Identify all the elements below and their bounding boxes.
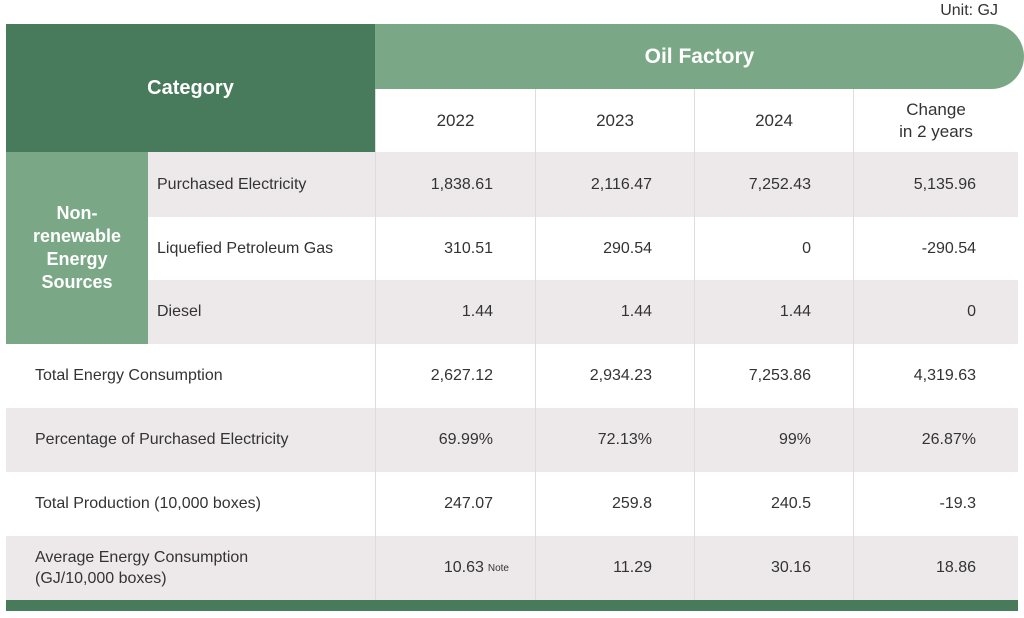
cell-value: 69.99%	[375, 408, 535, 472]
value-text: 7,253.86	[748, 367, 811, 384]
category-header: Category	[6, 24, 375, 152]
cell-value: 0	[694, 217, 853, 280]
value-text: 240.5	[770, 495, 811, 512]
value-text: 2,116.47	[590, 175, 652, 193]
cell-value: 30.16	[694, 536, 853, 600]
cell-value: 1.44	[694, 280, 853, 344]
cell-value: 26.87%	[853, 408, 1018, 472]
year-header-2024: 2024	[694, 89, 853, 152]
row-label: Percentage of Purchased Electricity	[35, 431, 289, 448]
value-text: 2,934.23	[589, 367, 652, 384]
cell-value: 1.44	[375, 280, 535, 344]
cell-value: 0	[853, 280, 1018, 344]
table-bottom-bar	[6, 600, 1018, 611]
value-text: 4,319.63	[913, 367, 976, 384]
cell-value: 1.44	[535, 280, 694, 344]
value-text: 30.16	[770, 559, 811, 576]
value-text: 290.54	[603, 239, 652, 257]
value-text: 5,135.96	[913, 175, 976, 193]
row-label: Average Energy Consumption (GJ/10,000 box…	[35, 536, 370, 600]
value-text: 10.63	[443, 559, 484, 576]
cell-value: -290.54	[853, 217, 1018, 280]
value-text: 69.99%	[438, 431, 493, 448]
change-header-line2: in 2 years	[899, 121, 973, 141]
value-text: 11.29	[613, 559, 652, 576]
value-text: 310.51	[444, 239, 493, 257]
change-header: Change in 2 years	[853, 89, 1018, 152]
row-label: Liquefied Petroleum Gas	[157, 239, 334, 257]
cell-value: -19.3	[853, 472, 1018, 536]
row-label: Diesel	[157, 303, 202, 320]
value-text: 1.44	[620, 303, 652, 320]
cell-value: 7,253.86	[694, 344, 853, 408]
cell-value: 5,135.96	[853, 152, 1018, 217]
cell-value: 310.51	[375, 217, 535, 280]
value-text: 259.8	[611, 495, 652, 512]
value-text: 0	[967, 303, 976, 320]
unit-label: Unit: GJ	[940, 2, 998, 19]
change-header-line1: Change	[906, 99, 966, 119]
row-label: Total Energy Consumption	[35, 367, 223, 384]
year-header-2022: 2022	[375, 89, 535, 152]
row-label-line: Average Energy Consumption	[35, 549, 249, 566]
value-text: 1.44	[779, 303, 811, 320]
cell-value: 240.5	[694, 472, 853, 536]
table-row	[6, 408, 1018, 472]
table-row	[6, 280, 1018, 344]
year-header-2023: 2023	[535, 89, 694, 152]
cell-value: 259.8	[535, 472, 694, 536]
value-text: -19.3	[939, 495, 976, 512]
non-renewable-group-label: Non-renewable Energy Sources	[6, 152, 148, 344]
cell-value: 1,838.61	[375, 152, 535, 217]
row-label: Total Production (10,000 boxes)	[35, 495, 261, 512]
cell-value: 7,252.43	[694, 152, 853, 217]
cell-value: 72.13%	[535, 408, 694, 472]
cell-value: 2,627.12	[375, 344, 535, 408]
row-label: Purchased Electricity	[157, 175, 307, 193]
cell-value: 2,934.23	[535, 344, 694, 408]
row-label-line: (GJ/10,000 boxes)	[35, 570, 167, 587]
cell-value: 247.07	[375, 472, 535, 536]
value-text: 99%	[778, 431, 811, 448]
value-text: 7,252.43	[748, 175, 811, 193]
value-text: 2,627.12	[430, 367, 493, 384]
table-row	[6, 536, 1018, 600]
value-text: -290.54	[921, 239, 976, 257]
value-text: 1.44	[461, 303, 493, 320]
note-marker: Note	[487, 562, 509, 574]
value-text: 0	[802, 239, 811, 257]
value-text: 1,838.61	[430, 175, 493, 193]
value-text: 72.13%	[597, 431, 652, 448]
cell-value: 10.63 Note	[375, 536, 535, 600]
cell-value: 18.86	[853, 536, 1018, 600]
factory-header: Oil Factory	[375, 24, 1024, 89]
value-text: 26.87%	[921, 431, 976, 448]
cell-value: 290.54	[535, 217, 694, 280]
cell-value: 2,116.47	[535, 152, 694, 217]
cell-value: 99%	[694, 408, 853, 472]
table-row	[6, 152, 1018, 217]
value-text: 18.86	[935, 559, 976, 576]
cell-value: 4,319.63	[853, 344, 1018, 408]
cell-value: 11.29	[535, 536, 694, 600]
value-text: 247.07	[444, 495, 493, 512]
